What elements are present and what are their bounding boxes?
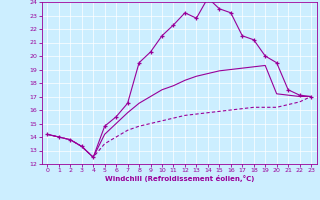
X-axis label: Windchill (Refroidissement éolien,°C): Windchill (Refroidissement éolien,°C)	[105, 175, 254, 182]
